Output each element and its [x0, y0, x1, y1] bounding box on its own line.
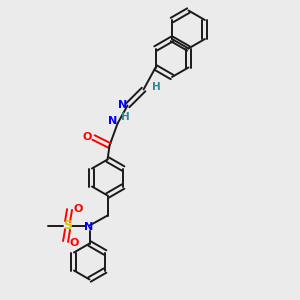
Text: S: S [63, 219, 72, 232]
Text: H: H [152, 82, 161, 92]
Text: N: N [118, 100, 127, 110]
Text: O: O [83, 131, 92, 142]
Text: N: N [84, 221, 93, 232]
Text: N: N [108, 116, 117, 127]
Text: H: H [121, 112, 130, 122]
Text: O: O [70, 238, 79, 248]
Text: O: O [74, 203, 83, 214]
